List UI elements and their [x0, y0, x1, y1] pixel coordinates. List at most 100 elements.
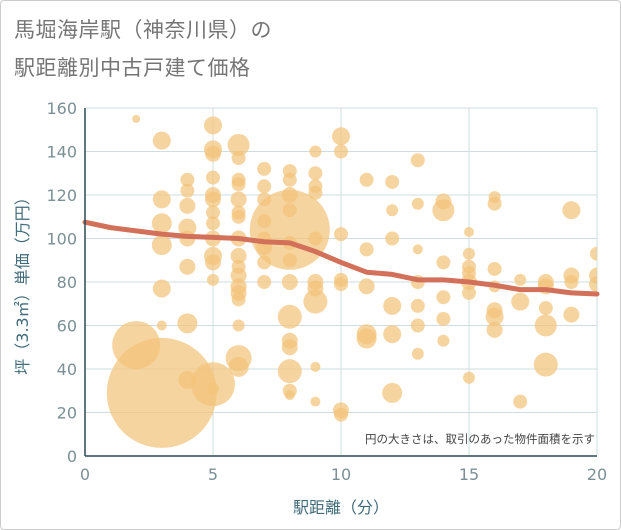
- y-tick-label: 20: [57, 404, 77, 423]
- trend-line: [82, 219, 600, 297]
- trend-layer: [82, 219, 600, 297]
- data-bubble: [436, 255, 451, 270]
- data-bubble: [231, 151, 246, 166]
- data-bubble: [151, 235, 172, 256]
- data-bubble: [590, 246, 597, 261]
- data-bubble: [205, 254, 221, 271]
- data-bubble: [284, 390, 295, 401]
- bubble-layer: [106, 114, 597, 448]
- data-bubble: [485, 307, 504, 326]
- chart-title-line2: 駅距離別中古戸建て価格: [14, 56, 251, 80]
- data-bubble: [310, 396, 321, 407]
- data-bubble: [231, 292, 246, 307]
- y-tick-label: 100: [46, 230, 77, 249]
- data-bubble: [310, 361, 321, 372]
- data-bubble: [206, 170, 220, 185]
- data-bubble: [410, 298, 425, 313]
- data-bubble: [464, 226, 474, 237]
- data-bubble: [514, 273, 527, 286]
- data-bubble: [308, 166, 323, 181]
- data-bubble: [383, 325, 402, 344]
- data-bubble: [205, 145, 221, 162]
- data-bubble: [463, 247, 475, 260]
- data-bubble: [436, 311, 451, 326]
- axes: [84, 108, 597, 457]
- data-bubble: [231, 209, 246, 224]
- data-bubble: [179, 197, 196, 214]
- data-bubble: [204, 116, 222, 135]
- y-tick-label: 120: [46, 186, 77, 205]
- x-axis-label: 駅距離（分）: [293, 498, 389, 517]
- data-bubble: [487, 196, 502, 211]
- data-bubble: [410, 153, 425, 168]
- data-bubble: [334, 227, 348, 242]
- data-bubble: [281, 339, 298, 356]
- data-bubble: [308, 231, 323, 246]
- data-bubble: [151, 213, 172, 234]
- data-bubble: [206, 216, 220, 231]
- data-bubble: [410, 318, 425, 333]
- data-bubble: [156, 320, 167, 331]
- data-bubble: [257, 179, 272, 194]
- data-bubble: [282, 253, 297, 268]
- data-bubble: [462, 285, 476, 300]
- data-bubble: [334, 277, 348, 292]
- data-bubble: [207, 273, 219, 286]
- x-tick-label: 15: [459, 465, 479, 484]
- y-tick-label: 0: [67, 447, 77, 466]
- data-bubble: [538, 301, 553, 316]
- x-tick-label: 5: [208, 465, 218, 484]
- data-bubble: [412, 244, 423, 255]
- data-bubble: [487, 261, 502, 276]
- data-bubble: [564, 275, 579, 289]
- y-tick-label: 60: [57, 317, 77, 336]
- data-bubble: [385, 231, 400, 246]
- data-bubble: [277, 359, 302, 384]
- data-bubble: [277, 304, 302, 329]
- y-tick-label: 80: [57, 273, 77, 292]
- data-bubble: [152, 131, 171, 150]
- data-bubble: [359, 242, 374, 257]
- data-bubble: [589, 276, 597, 293]
- data-bubble: [231, 177, 246, 192]
- data-bubble: [230, 191, 247, 208]
- data-bubble: [511, 292, 530, 311]
- data-bubble: [180, 172, 195, 187]
- data-bubble: [177, 313, 198, 334]
- data-bubble: [207, 382, 219, 395]
- data-bubble: [309, 145, 322, 158]
- y-tick-label: 140: [46, 143, 77, 162]
- data-bubble: [436, 290, 451, 305]
- y-tick-label: 160: [46, 99, 77, 118]
- data-bubble: [303, 289, 328, 314]
- data-bubble: [228, 356, 249, 377]
- data-bubble: [257, 161, 272, 176]
- data-bubble: [106, 337, 217, 448]
- data-bubble: [562, 201, 581, 220]
- bubble-size-note: 円の大きさは、取引のあった物件面積を示す: [365, 432, 595, 446]
- y-tick-label: 40: [57, 360, 77, 379]
- data-bubble: [332, 127, 350, 146]
- data-bubble: [356, 328, 377, 349]
- data-bubble: [179, 258, 196, 275]
- data-bubble: [486, 321, 503, 338]
- x-tick-label: 0: [80, 465, 90, 484]
- data-bubble: [411, 197, 424, 210]
- data-bubble: [227, 133, 250, 156]
- data-bubble: [257, 275, 272, 289]
- chart-title-line1: 馬堀海岸駅（神奈川県）の: [14, 18, 272, 42]
- data-bubble: [206, 205, 220, 220]
- data-bubble: [132, 114, 141, 123]
- data-bubble: [383, 296, 402, 315]
- data-bubble: [563, 306, 580, 323]
- data-bubble: [437, 334, 450, 347]
- data-bubble: [152, 279, 171, 298]
- data-bubble: [282, 172, 297, 187]
- data-bubble: [281, 274, 298, 290]
- data-bubble: [232, 319, 245, 332]
- data-bubble: [463, 371, 475, 384]
- data-bubble: [230, 247, 247, 264]
- data-bubble: [382, 382, 403, 403]
